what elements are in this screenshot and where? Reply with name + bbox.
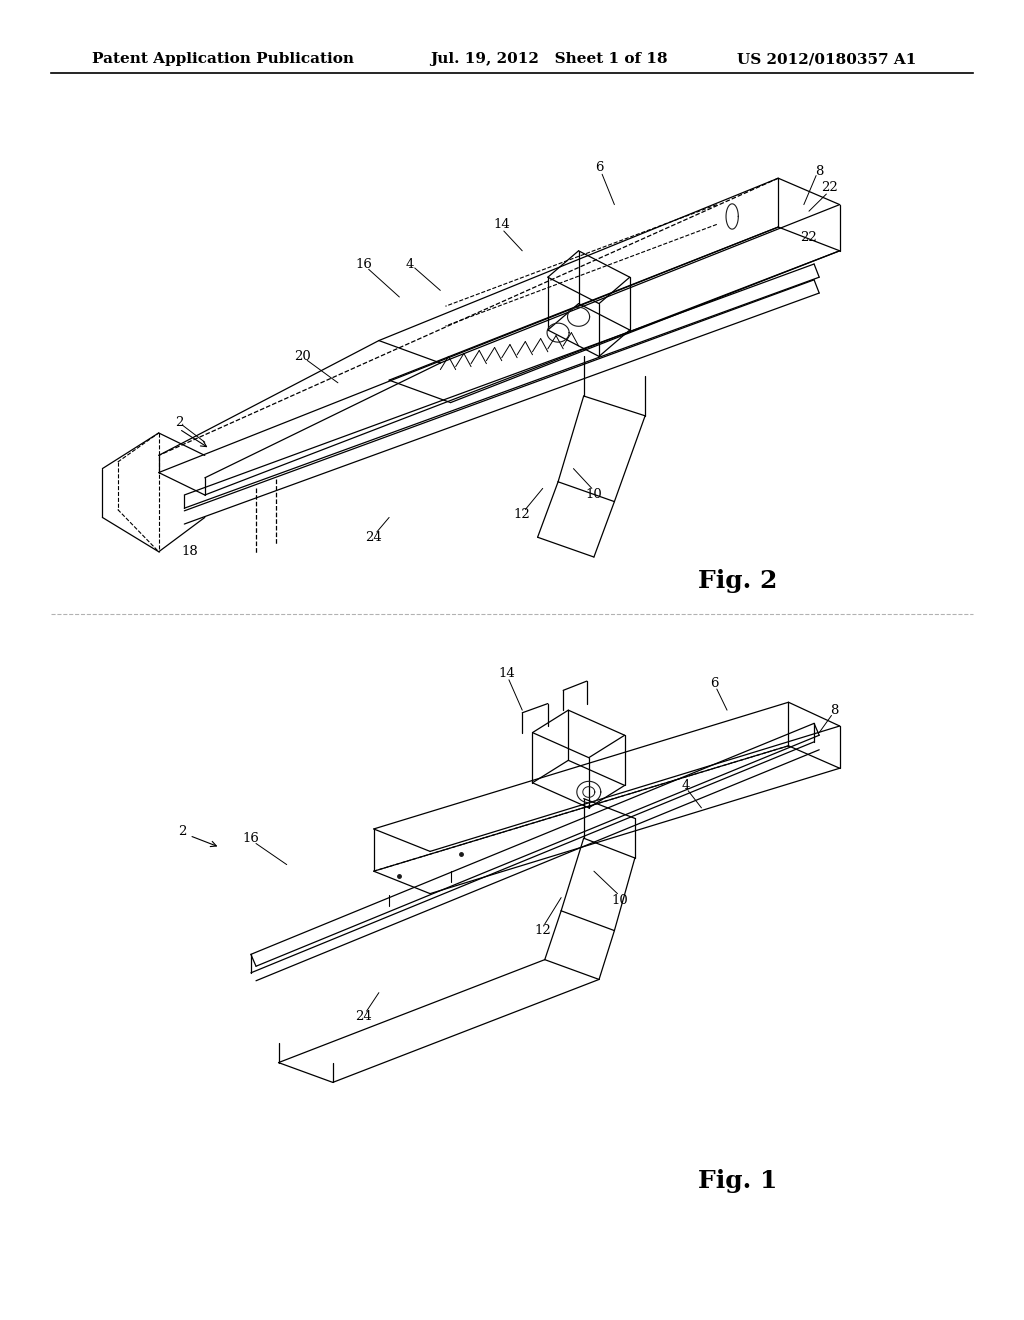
- Text: Patent Application Publication: Patent Application Publication: [92, 53, 354, 66]
- Text: 12: 12: [535, 924, 551, 937]
- Text: Fig. 1: Fig. 1: [697, 1170, 777, 1193]
- Text: 4: 4: [406, 257, 414, 271]
- Text: 16: 16: [243, 832, 259, 845]
- Text: 14: 14: [499, 667, 515, 680]
- Text: 10: 10: [611, 894, 628, 907]
- Text: 20: 20: [294, 350, 310, 363]
- Text: 2: 2: [175, 416, 183, 429]
- Text: 6: 6: [595, 161, 603, 174]
- Text: 10: 10: [586, 488, 602, 502]
- Text: US 2012/0180357 A1: US 2012/0180357 A1: [737, 53, 916, 66]
- Text: 16: 16: [355, 257, 372, 271]
- Text: 18: 18: [181, 545, 198, 558]
- Text: 14: 14: [494, 218, 510, 231]
- Text: 24: 24: [355, 1010, 372, 1023]
- Text: Fig. 2: Fig. 2: [697, 569, 777, 593]
- Text: 24: 24: [366, 531, 382, 544]
- Text: 4: 4: [682, 779, 690, 792]
- Text: 12: 12: [514, 508, 530, 521]
- Text: 22: 22: [801, 231, 817, 244]
- Text: 2: 2: [178, 825, 186, 838]
- Text: Jul. 19, 2012   Sheet 1 of 18: Jul. 19, 2012 Sheet 1 of 18: [430, 53, 668, 66]
- Text: 6: 6: [711, 677, 719, 690]
- Text: 22: 22: [821, 181, 838, 194]
- Text: 8: 8: [830, 704, 839, 717]
- Text: 8: 8: [815, 165, 823, 178]
